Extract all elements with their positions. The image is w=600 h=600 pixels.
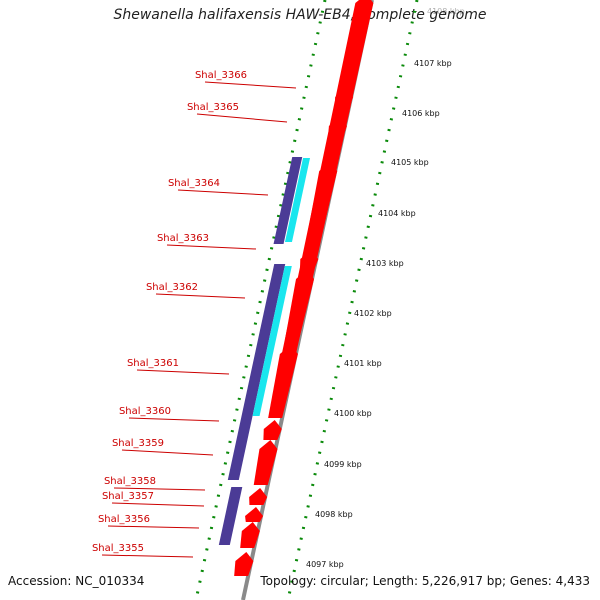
leader-line xyxy=(136,369,230,375)
gene-label: Shal_3356 xyxy=(98,514,150,525)
label-leader-lines xyxy=(101,81,297,558)
accession-text: Accession: NC_010334 xyxy=(8,574,145,588)
position-tick-label: 4104 kbp xyxy=(378,209,416,218)
gene-label: Shal_3364 xyxy=(168,178,220,189)
gene-arrow xyxy=(284,270,315,340)
gene-arrows xyxy=(234,0,374,576)
gene-label: Shal_3359 xyxy=(112,438,164,449)
leader-line xyxy=(101,554,194,558)
leader-line xyxy=(107,525,200,529)
gene-arrow xyxy=(249,488,268,505)
feature-bar-dark xyxy=(218,487,243,545)
gene-arrow xyxy=(305,162,338,245)
position-tick-label: 4103 kbp xyxy=(366,259,404,268)
position-ticks: 4108 kbp 4107 kbp 4106 kbp 4105 kbp 4104 kbp… xyxy=(306,7,465,569)
position-tick-label: 4098 kbp xyxy=(315,510,353,519)
position-tick-label: 4100 kbp xyxy=(334,409,372,418)
gene-label: Shal_3355 xyxy=(92,543,144,554)
gene-label: Shal_3360 xyxy=(119,406,171,417)
gene-arrow xyxy=(240,522,260,548)
leader-line xyxy=(155,293,246,299)
gene-arrow xyxy=(299,250,319,270)
position-tick-label: 4099 kbp xyxy=(324,460,362,469)
gene-arrow xyxy=(245,507,264,522)
gene-labels: Shal_3366 Shal_3365 Shal_3364 Shal_3363 Shal… xyxy=(92,70,247,554)
position-tick-label: 4108 kbp xyxy=(427,7,465,16)
position-tick-label: 4106 kbp xyxy=(402,109,440,118)
leader-line xyxy=(128,417,220,422)
position-tick-label: 4101 kbp xyxy=(344,359,382,368)
feature-bar-dark xyxy=(227,264,286,480)
feature-bar-light xyxy=(284,158,311,242)
gene-arrow xyxy=(268,345,298,418)
leader-line xyxy=(177,189,269,196)
position-tick-label: 4097 kbp xyxy=(306,560,344,569)
position-tick-label: 4107 kbp xyxy=(414,59,452,68)
gene-arrow xyxy=(327,117,347,140)
gene-label: Shal_3358 xyxy=(104,476,156,487)
feature-bar-dark xyxy=(273,157,303,244)
gene-label: Shal_3365 xyxy=(187,102,239,113)
gene-arrow xyxy=(234,552,254,576)
position-tick-label: 4102 kbp xyxy=(354,309,392,318)
leader-line xyxy=(204,81,297,89)
leader-line xyxy=(196,113,288,123)
gene-label: Shal_3361 xyxy=(127,358,179,369)
genome-summary-text: Topology: circular; Length: 5,226,917 bp… xyxy=(260,574,590,588)
leader-line xyxy=(121,449,214,456)
leader-line xyxy=(111,502,205,507)
gene-label: Shal_3362 xyxy=(146,282,198,293)
gene-arrow xyxy=(263,420,282,440)
position-tick-label: 4105 kbp xyxy=(391,158,429,167)
gene-label: Shal_3363 xyxy=(157,233,209,244)
feature-bar-light xyxy=(252,266,292,416)
leader-line xyxy=(166,244,257,250)
map-title: Shewanella halifaxensis HAW-EB4, complet… xyxy=(113,7,487,23)
gene-arrow xyxy=(253,440,278,485)
gene-label: Shal_3357 xyxy=(102,491,154,502)
gene-arrow xyxy=(334,88,354,108)
leader-line xyxy=(113,487,206,491)
feature-bars xyxy=(218,157,311,545)
gene-label: Shal_3366 xyxy=(195,70,247,81)
